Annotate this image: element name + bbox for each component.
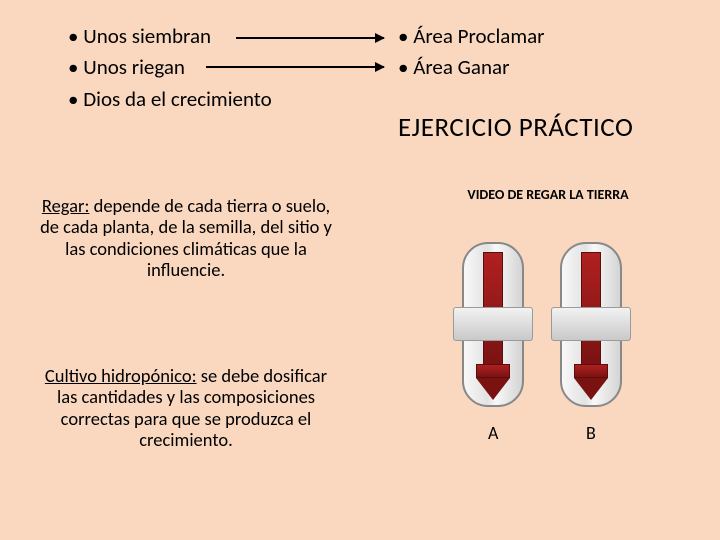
grey-cover-a — [453, 307, 533, 341]
arrow-icon — [236, 37, 384, 39]
bullet-text: Unos siembran — [83, 23, 211, 49]
paragraph-regar: Regar: depende de cada tierra o suelo, d… — [36, 195, 336, 280]
bullet-text: Área Proclamar — [413, 23, 544, 49]
bullet-item: • Área Proclamar — [398, 22, 688, 51]
bullet-text: Área Ganar — [413, 54, 509, 80]
bullet-item: • Área Ganar — [398, 53, 688, 82]
diagram-label-b: B — [586, 422, 596, 444]
bullet-item: • Dios da el crecimiento — [68, 85, 348, 114]
right-bullet-list: • Área Proclamar • Área Ganar — [398, 22, 688, 83]
grey-cover-b — [551, 307, 631, 341]
diagram-label-a: A — [488, 422, 498, 444]
bullet-text: Dios da el crecimiento — [83, 86, 272, 112]
left-bullet-list: • Unos siembran • Unos riegan • Dios da … — [68, 22, 348, 114]
arrow-head-rect-b — [574, 364, 608, 378]
diagram: A B — [440, 242, 650, 462]
para-lead: Cultivo hidropónico: — [45, 364, 197, 387]
arrow-icon — [206, 66, 384, 68]
arrow-head-rect-a — [476, 364, 510, 378]
right-column: • Área Proclamar • Área Ganar EJERCICIO … — [398, 22, 688, 203]
video-title: VIDEO DE REGAR LA TIERRA — [408, 186, 688, 203]
paragraph-cultivo: Cultivo hidropónico: se debe dosificar l… — [36, 365, 336, 450]
arrow-tip-a — [476, 378, 510, 400]
arrow-tip-b — [574, 378, 608, 400]
bullet-item: • Unos riegan — [68, 53, 348, 82]
para-lead: Regar: — [42, 194, 90, 217]
ejercicio-heading: EJERCICIO PRÁCTICO — [398, 111, 688, 144]
bullet-text: Unos riegan — [83, 54, 185, 80]
